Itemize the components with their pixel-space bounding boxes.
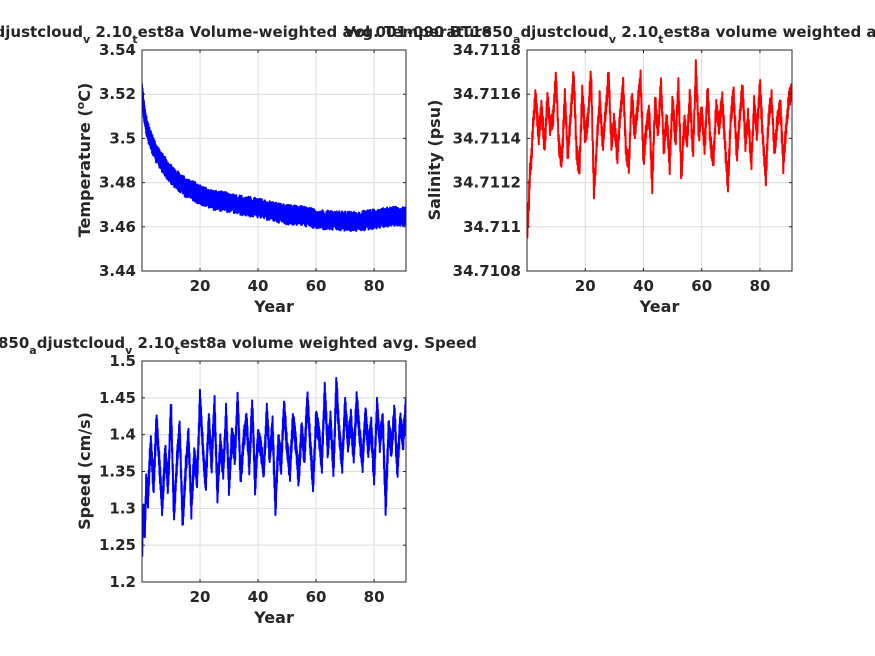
chart-panel-1: 20 40 60 80 3.44 3.46 3.48 3.5 3.52 3.54 Year Tempe… [74,41,407,316]
y-tick-label: 1.4 [109,426,136,444]
y-tick-label: 1.5 [109,352,136,370]
axes-box [526,49,793,272]
x-tick-label: 40 [248,588,269,606]
y-tick-label: 1.35 [99,463,136,481]
x-axis-label: Year [639,297,680,316]
x-tick-label: 20 [190,588,211,606]
y-tick-label: 3.52 [99,85,136,103]
plot-area [142,50,406,271]
x-tick-label: 60 [691,277,712,295]
y-tick-label: 1.3 [109,499,136,517]
x-tick-label: 20 [575,277,596,295]
axes-box [141,49,407,272]
y-tick-label: 3.44 [99,262,136,280]
x-tick-label: 60 [306,588,327,606]
chart-title-1: 0 BT1850adjustcloudv 2.10test8a Volume-w… [0,23,492,46]
x-tick-label: 20 [190,277,211,295]
data-series-line [142,83,406,233]
y-tick-label: 3.48 [99,174,136,192]
y-tick-label: 3.54 [99,41,136,59]
y-axis-label: Speed (cm/s) [75,412,94,530]
data-series-line [527,59,792,239]
y-tick-label: 34.7114 [453,129,521,147]
chart-panel-2: 20 40 60 80 34.7108 34.711 34.7112 34.7114 34.71… [425,41,793,316]
x-tick-label: 60 [306,277,327,295]
x-tick-label: 80 [750,277,771,295]
chart-panel-3: 20 40 60 80 1.2 1.25 1.3 1.35 1.4 1.45 1.5 Year Spee… [75,352,407,627]
chart-title-2: Vol 001-090 BT1850adjustcloudv 2.10test8… [344,23,875,46]
y-tick-label: 34.7116 [453,85,521,103]
y-tick-label: 1.2 [109,573,136,591]
x-tick-label: 40 [633,277,654,295]
y-tick-label: 1.25 [99,536,136,554]
x-axis-label: Year [253,608,294,627]
y-tick-label: 34.7108 [453,262,521,280]
x-tick-label: 80 [364,277,385,295]
x-tick-label: 80 [364,588,385,606]
y-tick-label: 1.45 [99,389,136,407]
y-axis-label: Temperature (oC) [74,83,94,238]
y-tick-label: 34.711 [463,218,521,236]
y-tick-label: 34.7112 [453,174,521,192]
y-tick-label: 3.5 [109,129,136,147]
y-tick-label: 34.7118 [453,41,521,59]
y-tick-label: 3.46 [99,218,136,236]
x-axis-label: Year [253,297,294,316]
data-series-line [142,376,406,557]
chart-title-3: -090 BT1850adjustcloudv 2.10test8a volum… [0,334,477,357]
x-tick-label: 40 [248,277,269,295]
y-axis-label: Salinity (psu) [425,100,444,221]
